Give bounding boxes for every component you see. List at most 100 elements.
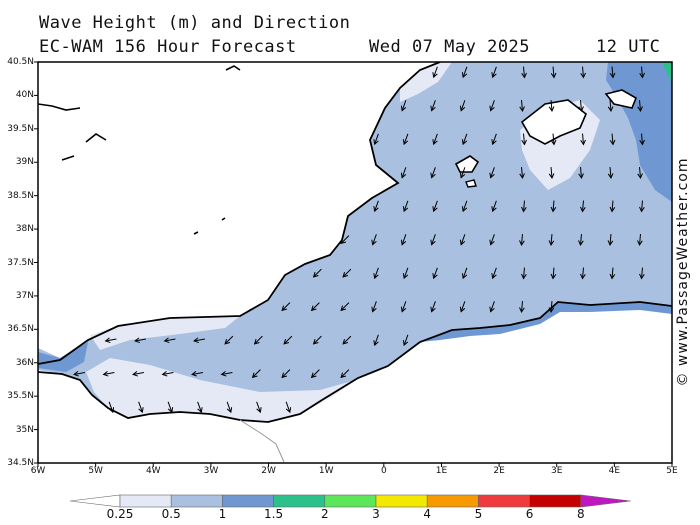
wave-arrow xyxy=(432,66,438,79)
menorca-island xyxy=(604,89,638,109)
legend-label: 6 xyxy=(525,507,534,521)
wave-arrow xyxy=(548,300,555,314)
wave-arrow xyxy=(340,369,350,379)
lon-label: 2E xyxy=(493,466,505,476)
lat-label: 39N xyxy=(15,157,34,168)
wave-arrow xyxy=(580,133,586,146)
wave-arrow xyxy=(402,334,409,347)
lon-label: 4W xyxy=(145,466,161,476)
sea-area xyxy=(38,62,672,422)
lat-label: 35.5N xyxy=(7,391,34,402)
wave-arrow xyxy=(639,200,645,213)
wave-arrow xyxy=(461,200,468,213)
lon-label: 5W xyxy=(88,466,103,476)
africa-coastline xyxy=(38,301,672,423)
wave-arrow xyxy=(310,302,320,312)
legend-swatch xyxy=(222,494,274,508)
wave-arrow xyxy=(607,166,614,180)
wave-arrow xyxy=(461,267,468,280)
wave-arrow xyxy=(108,401,115,414)
calm-zone xyxy=(400,62,452,102)
lat-label: 38.5N xyxy=(7,190,34,201)
lat-label: 39.5N xyxy=(7,123,34,134)
wave-arrow xyxy=(104,337,117,344)
lon-label: 4E xyxy=(608,466,621,476)
wave-arrow xyxy=(580,66,586,79)
wave-arrow xyxy=(639,267,645,280)
lon-label: 5E xyxy=(666,466,678,476)
inland-feature xyxy=(38,65,241,235)
wave-arrow xyxy=(281,302,291,312)
wave-arrow xyxy=(459,100,466,112)
wave-arrow xyxy=(548,233,555,247)
wave-arrow xyxy=(637,166,643,180)
wave-arrow xyxy=(521,267,527,280)
wave-arrow xyxy=(459,234,466,246)
wave-arrow xyxy=(550,133,557,146)
legend-label: 8 xyxy=(576,507,585,521)
wave-arrow xyxy=(432,200,438,213)
wave-arrow xyxy=(459,167,466,179)
wave-arrow xyxy=(519,233,525,247)
wave-arrow xyxy=(491,200,497,213)
legend-label: 3 xyxy=(372,507,380,521)
wave-arrow xyxy=(251,369,261,379)
legend-label: 2 xyxy=(320,507,329,521)
ibiza-island xyxy=(454,155,480,173)
wave-arrow xyxy=(342,268,352,278)
wave-arrow xyxy=(371,234,377,246)
lon-label: 2W xyxy=(261,466,276,476)
forecast-date: Wed 07 May 2025 xyxy=(369,37,531,57)
wave-arrow xyxy=(191,370,204,377)
legend-swatch xyxy=(478,494,530,508)
wave-arrow xyxy=(283,335,293,345)
wave-arrow xyxy=(578,166,584,180)
lon-label: 0 xyxy=(380,466,387,476)
wave-arrow xyxy=(519,300,525,314)
lon-label: 1W xyxy=(318,466,334,476)
wave-arrow xyxy=(639,133,645,146)
iberia-coastline xyxy=(38,62,441,365)
axis-ticks xyxy=(34,61,673,467)
wave-arrow xyxy=(402,267,409,280)
rough-zone xyxy=(662,62,672,84)
wave-arrow xyxy=(400,167,407,179)
wave-arrow xyxy=(430,234,436,246)
lat-label: 38N xyxy=(15,224,34,235)
wave-arrow xyxy=(402,133,409,146)
wave-arrow xyxy=(550,200,557,213)
wave-arrow xyxy=(609,267,616,280)
wave-arrow xyxy=(138,401,144,414)
legend-label: 0.5 xyxy=(161,507,181,521)
lon-label: 3E xyxy=(551,466,563,476)
border-line xyxy=(239,419,285,463)
wave-arrow xyxy=(102,370,115,377)
wave-arrow xyxy=(550,66,557,79)
wave-arrow xyxy=(163,337,176,344)
wave-arrow xyxy=(519,166,525,180)
lat-label: 40.5N xyxy=(7,57,34,67)
lat-label: 36.5N xyxy=(7,324,34,335)
wave-arrow xyxy=(430,301,436,313)
wave-arrow xyxy=(461,66,468,79)
wave-arrow xyxy=(193,337,206,344)
calm-zone xyxy=(90,316,240,350)
wave-arrow xyxy=(373,334,379,347)
wave-arrow xyxy=(134,337,147,344)
legend-label: 0.25 xyxy=(106,507,134,521)
wave-arrow xyxy=(132,370,145,377)
wave-arrow xyxy=(609,66,616,79)
wave-arrow xyxy=(432,133,438,146)
wave-arrow xyxy=(161,370,174,377)
wave-arrow xyxy=(578,233,584,247)
wave-arrow xyxy=(578,99,584,113)
wave-arrow xyxy=(312,268,322,278)
wave-arrow xyxy=(432,267,438,280)
wave-arrow xyxy=(310,369,320,379)
lon-label: 3W xyxy=(203,466,219,476)
wave-arrow xyxy=(609,200,616,213)
legend-swatch xyxy=(119,494,172,508)
wave-arrow xyxy=(489,100,495,112)
wave-arrow xyxy=(491,267,497,280)
wave-arrow xyxy=(430,167,436,179)
